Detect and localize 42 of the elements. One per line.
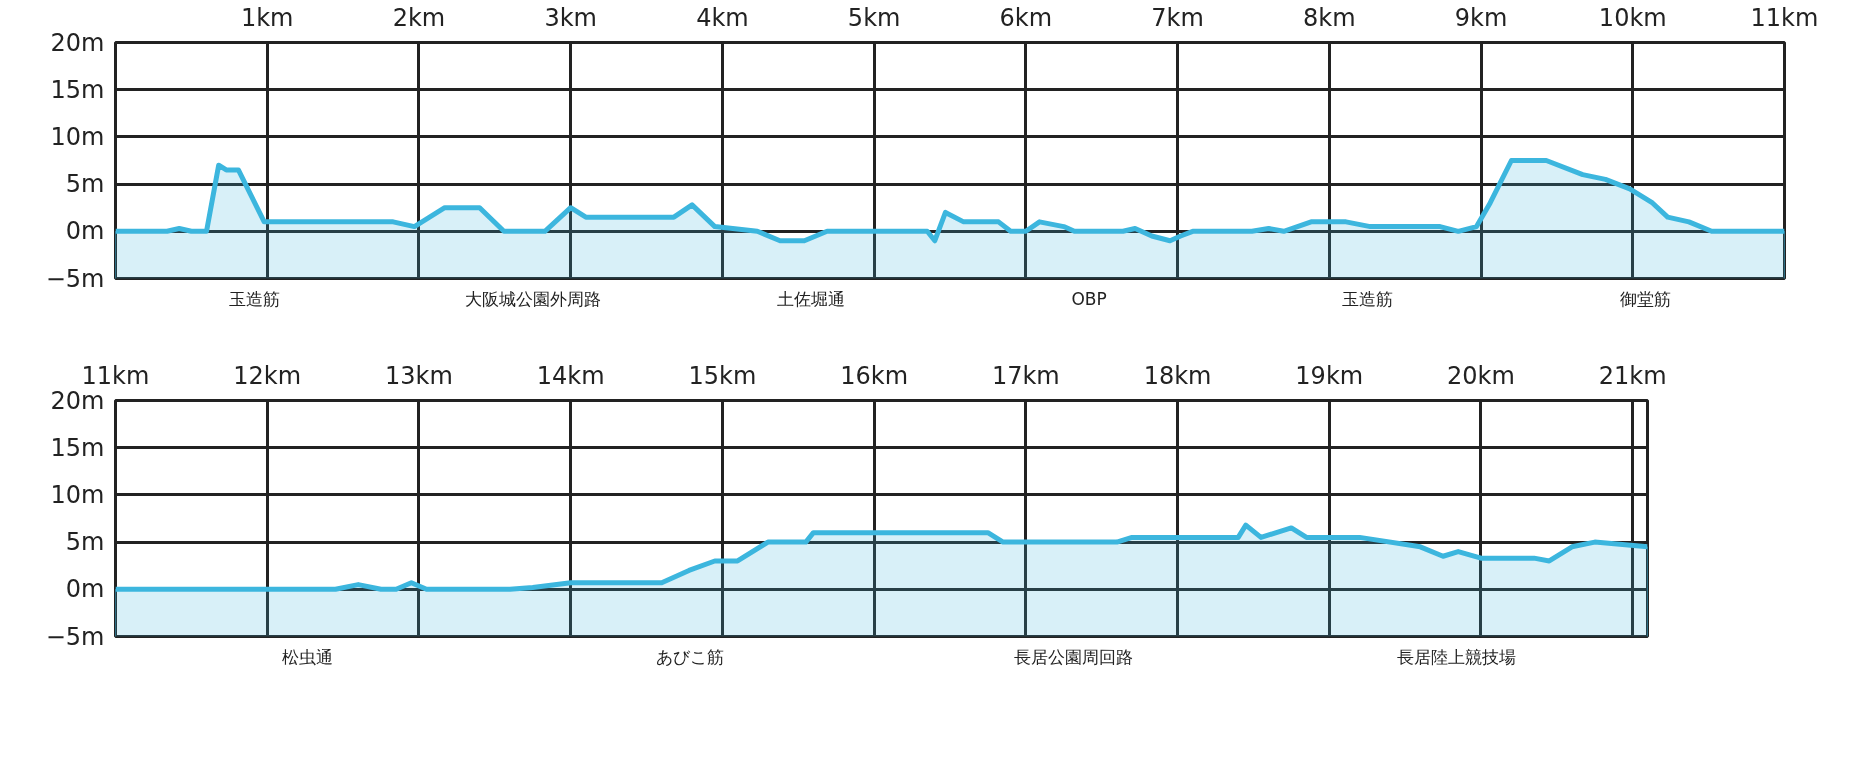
x-tick-label: 3km [544, 3, 597, 32]
x-tick-label: 21km [1598, 361, 1667, 390]
text: 玉造筋 [229, 288, 281, 309]
x-tick-label: 16km [840, 361, 909, 390]
text: 長居陸上競技場 [1396, 646, 1516, 667]
x-tick-label: 13km [385, 361, 453, 390]
y-tick-label: 10m [50, 480, 105, 509]
y-tick-label: 0m [65, 575, 105, 604]
y-tick-label: 0m [65, 217, 105, 246]
x-tick-label: 11km [1750, 3, 1819, 32]
x-tick-label: 19km [1295, 361, 1364, 390]
x-tick-label: 2km [392, 3, 446, 32]
y-tick-label: 15m [50, 75, 105, 104]
x-tick-label: 9km [1454, 3, 1508, 32]
text: 大阪城公園外周路 [464, 288, 601, 309]
y-tick-label: 5m [65, 170, 105, 199]
x-tick-label: 5km [847, 3, 901, 32]
x-tick-label: 1km [240, 3, 294, 32]
y-tick-label: 20m [50, 28, 105, 57]
text: 土佐堀通 [776, 288, 845, 309]
y-tick-label: 10m [50, 122, 105, 151]
text: OBP [1071, 288, 1107, 309]
text: あびこ筋 [656, 646, 724, 667]
text: 松虫通 [281, 646, 333, 667]
y-tick-label: −5m [45, 622, 105, 651]
text: 御堂筋 [1619, 288, 1671, 309]
y-tick-label: 15m [50, 433, 105, 462]
x-tick-label: 18km [1143, 361, 1212, 390]
x-tick-label: 8km [1303, 3, 1356, 32]
x-tick-label: 15km [688, 361, 757, 390]
x-tick-label: 10km [1598, 3, 1667, 32]
text: 玉造筋 [1341, 288, 1393, 309]
y-tick-label: −5m [45, 264, 105, 293]
text: 長居公園周回路 [1013, 646, 1133, 667]
y-tick-label: 5m [65, 528, 105, 557]
x-tick-label: 12km [233, 361, 302, 390]
x-tick-label: 14km [536, 361, 605, 390]
x-tick-label: 6km [999, 3, 1053, 32]
x-tick-label: 20km [1447, 361, 1515, 390]
x-tick-label: 4km [696, 3, 749, 32]
x-tick-label: 17km [991, 361, 1060, 390]
x-tick-label: 7km [1151, 3, 1204, 32]
